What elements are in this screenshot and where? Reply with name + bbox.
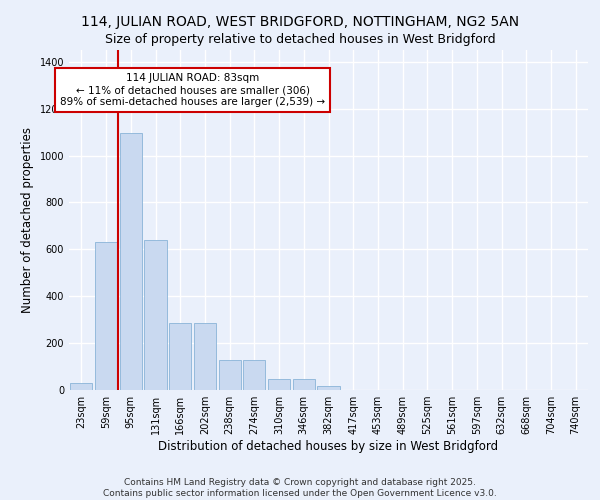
Bar [293,380,315,390]
Bar [218,360,241,390]
Bar [119,133,142,390]
Bar [70,383,92,390]
Bar [268,380,290,390]
Text: Contains HM Land Registry data © Crown copyright and database right 2025.
Contai: Contains HM Land Registry data © Crown c… [103,478,497,498]
Bar [169,323,191,390]
Bar [243,360,265,390]
Bar [95,242,117,390]
Bar [194,323,216,390]
Bar [145,240,167,390]
X-axis label: Distribution of detached houses by size in West Bridgford: Distribution of detached houses by size … [158,440,499,453]
Bar [317,386,340,390]
Text: 114, JULIAN ROAD, WEST BRIDGFORD, NOTTINGHAM, NG2 5AN: 114, JULIAN ROAD, WEST BRIDGFORD, NOTTIN… [81,15,519,29]
Y-axis label: Number of detached properties: Number of detached properties [21,127,34,313]
Text: 114 JULIAN ROAD: 83sqm
← 11% of detached houses are smaller (306)
89% of semi-de: 114 JULIAN ROAD: 83sqm ← 11% of detached… [60,74,325,106]
Text: Size of property relative to detached houses in West Bridgford: Size of property relative to detached ho… [104,32,496,46]
